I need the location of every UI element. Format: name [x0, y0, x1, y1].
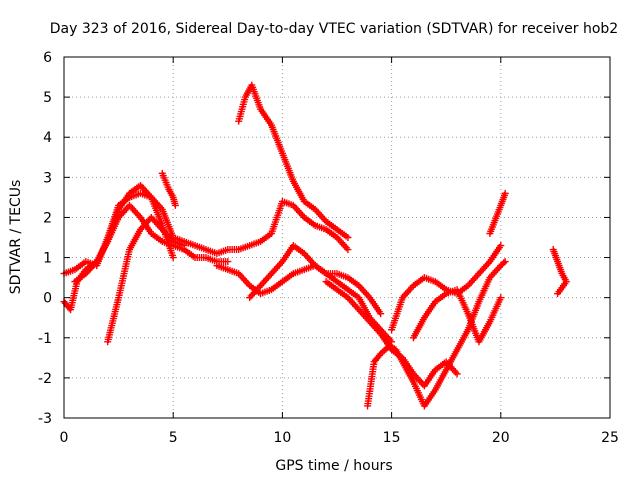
y-tick-label: 1: [43, 251, 52, 267]
y-tick-label: -2: [38, 371, 52, 387]
x-tick-label: 25: [601, 430, 619, 446]
y-tick-label: 6: [43, 50, 52, 66]
series-arc-4: [104, 213, 188, 346]
x-axis-label: GPS time / hours: [275, 458, 392, 474]
y-tick-label: 4: [43, 130, 52, 146]
series-arc-13: [486, 189, 509, 237]
series-arc-10: [364, 258, 509, 410]
chart-title: Day 323 of 2016, Sidereal Day-to-day VTE…: [50, 21, 618, 37]
y-tick-label: -1: [38, 331, 52, 347]
marker-trace: [486, 189, 509, 237]
y-tick-label: 5: [43, 90, 52, 106]
marker-trace: [158, 169, 179, 209]
y-tick-labels: -3 -2 -1 0 1 2 3 4 5 6: [38, 50, 52, 427]
plot-frame: [63, 56, 611, 419]
x-tick-label: 10: [273, 430, 291, 446]
y-tick-label: 3: [43, 170, 52, 186]
x-tick-label: 15: [383, 430, 401, 446]
marker-trace: [104, 213, 188, 346]
grid-lines: [64, 57, 610, 418]
y-tick-label: 0: [43, 291, 52, 307]
marker-trace: [246, 242, 385, 318]
series-arc-12: [409, 286, 505, 346]
marker-trace: [409, 286, 505, 346]
series-arc-5: [158, 169, 179, 209]
series-arc-14: [549, 246, 570, 298]
marker-trace: [213, 262, 396, 346]
y-tick-label: 2: [43, 210, 52, 226]
data-points: [60, 81, 570, 410]
marker-trace: [549, 246, 570, 298]
x-tick-label: 5: [169, 430, 178, 446]
axis-ticks: [63, 56, 611, 419]
x-tick-label: 20: [492, 430, 510, 446]
x-tick-labels: 0 5 10 15 20 25: [60, 430, 619, 446]
marker-trace: [364, 258, 509, 410]
y-axis-label: SDTVAR / TECUs: [8, 180, 24, 295]
marker-trace: [235, 81, 352, 241]
series-arc-8: [246, 242, 385, 318]
y-tick-label: -3: [38, 411, 52, 427]
x-tick-label: 0: [60, 430, 69, 446]
series-arc-6: [213, 262, 396, 346]
series-arc-7: [235, 81, 352, 241]
